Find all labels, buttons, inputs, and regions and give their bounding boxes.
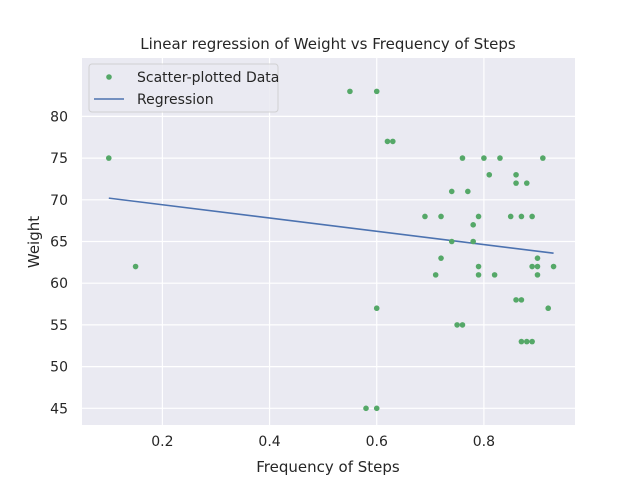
data-point — [529, 338, 535, 345]
data-point — [486, 171, 493, 178]
y-tick-label: 75 — [50, 151, 68, 167]
data-point — [497, 155, 503, 161]
data-point — [534, 263, 541, 270]
x-tick-label: 0.6 — [366, 434, 388, 450]
data-point — [540, 155, 546, 161]
data-point — [513, 171, 519, 178]
data-point — [529, 213, 535, 220]
chart-title: Linear regression of Weight vs Frequency… — [140, 35, 516, 53]
legend-box — [88, 63, 279, 113]
axes-labels: 0.2 0.4 0.6 0.8 45 50 55 60 65 70 75 80 — [50, 109, 495, 450]
y-tick-label: 55 — [50, 318, 68, 334]
x-tick-label: 0.8 — [473, 434, 495, 450]
data-point — [513, 180, 519, 186]
data-point — [373, 405, 380, 412]
data-point — [534, 272, 541, 278]
chart-marks — [105, 88, 557, 412]
y-tick-label: 65 — [50, 235, 68, 251]
regression-line — [108, 197, 554, 254]
data-point — [534, 255, 541, 261]
y-tick-label: 50 — [50, 360, 68, 376]
data-point — [523, 338, 530, 345]
legend-label-scatter: Scatter-plotted Data — [137, 70, 279, 86]
y-tick-label: 80 — [50, 109, 68, 125]
data-point — [448, 188, 455, 195]
data-point — [518, 213, 525, 220]
data-point — [529, 263, 535, 270]
data-point — [448, 238, 455, 245]
y-axis-label: Weight — [25, 216, 43, 268]
y-tick-label: 70 — [50, 193, 68, 209]
data-point — [459, 322, 466, 328]
data-point — [518, 297, 525, 303]
data-point — [347, 88, 353, 95]
data-point — [545, 305, 552, 312]
data-point — [105, 155, 112, 161]
data-point — [459, 155, 466, 161]
data-point — [475, 213, 482, 220]
data-point — [470, 238, 476, 245]
legend-scatter-marker — [106, 74, 112, 80]
data-point — [438, 255, 444, 261]
plot-area — [82, 58, 575, 425]
data-point — [390, 138, 396, 145]
data-point — [132, 263, 139, 270]
data-point — [363, 405, 369, 412]
y-tick-label: 60 — [50, 276, 68, 292]
data-point — [384, 138, 391, 145]
data-point — [422, 213, 428, 220]
data-point — [454, 322, 460, 328]
data-point — [438, 213, 444, 220]
data-point — [470, 222, 476, 228]
x-tick-label: 0.4 — [258, 434, 280, 450]
data-point — [523, 180, 530, 186]
legend-label-regression: Regression — [137, 92, 214, 108]
legend: Scatter-plotted Data Regression — [88, 63, 279, 113]
x-tick-label: 0.2 — [151, 434, 173, 450]
data-point — [373, 305, 380, 312]
data-point — [475, 272, 482, 278]
data-point — [491, 272, 498, 278]
data-point — [513, 297, 519, 303]
data-point — [373, 88, 380, 95]
y-tick-label: 45 — [50, 401, 68, 417]
data-point — [550, 263, 557, 270]
data-point — [507, 213, 514, 220]
data-point — [465, 188, 471, 195]
data-point — [475, 263, 482, 270]
data-point — [518, 338, 525, 345]
x-axis-label: Frequency of Steps — [256, 458, 400, 476]
data-point — [481, 155, 487, 161]
data-point — [432, 272, 439, 278]
